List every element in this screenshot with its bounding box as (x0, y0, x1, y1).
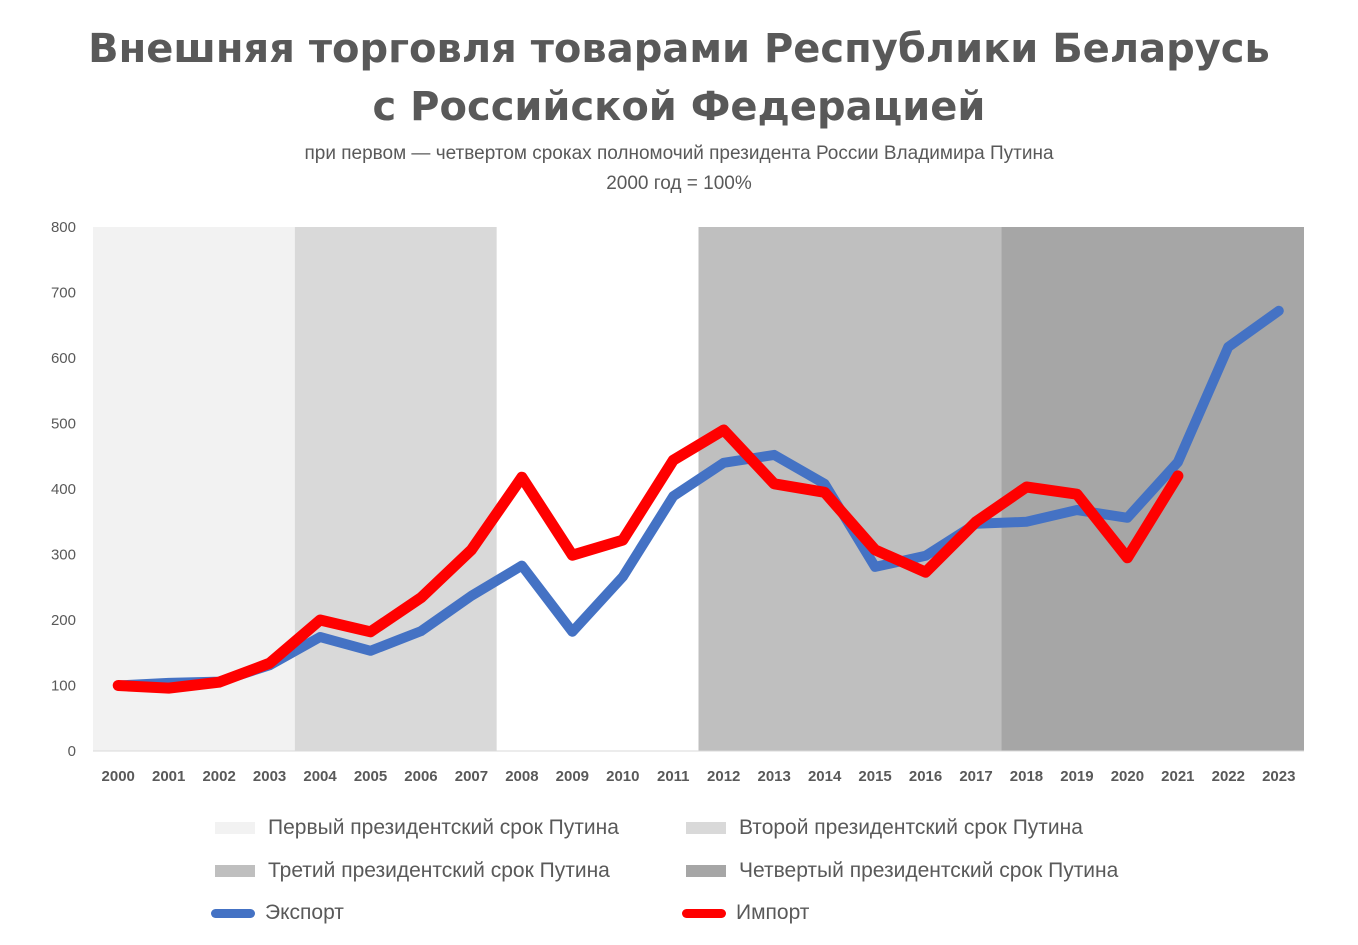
legend-label: Четвертый президентский срок Путина (739, 859, 1119, 882)
legend-swatch (682, 908, 726, 918)
legend-label: Импорт (736, 901, 810, 924)
x-tick-label: 2011 (657, 768, 690, 785)
x-tick-label: 2018 (1010, 768, 1043, 785)
term-band-1 (93, 227, 295, 751)
y-tick-label: 800 (51, 219, 76, 236)
x-tick-label: 2022 (1212, 768, 1245, 785)
y-tick-label: 200 (51, 612, 76, 629)
series-line-import (112, 424, 1184, 694)
x-tick-label: 2016 (909, 768, 942, 785)
legend-label: Второй президентский срок Путина (739, 816, 1083, 839)
legend-label: Третий президентский срок Путина (268, 859, 610, 882)
legend-swatch (686, 822, 726, 834)
legend-item-import: Импорт (682, 901, 809, 925)
chart-title-line-1: Внешняя торговля товарами Республики Бел… (88, 26, 1270, 72)
x-tick-label: 2008 (505, 768, 538, 785)
y-tick-label: 500 (51, 416, 76, 433)
y-tick-label: 0 (68, 743, 76, 760)
legend-swatch (215, 822, 255, 834)
legend-label: Экспорт (265, 901, 344, 924)
x-tick-label: 2007 (455, 768, 488, 785)
legend-label: Первый президентский срок Путина (268, 816, 619, 839)
chart-plot: 0 100 200 300 400 500 600 700 800 2000 2001 2002 200… (51, 219, 1304, 785)
legend-item-term3: Третий президентский срок Путина (215, 859, 610, 883)
x-tick-label: 2019 (1060, 768, 1093, 785)
x-tick-label: 2005 (354, 768, 387, 785)
chart-title-line-2: с Российской Федерацией (372, 84, 986, 130)
chart-subtitle-base: 2000 год = 100% (606, 173, 752, 194)
x-tick-label: 2017 (959, 768, 992, 785)
legend-swatch (211, 908, 255, 918)
legend-item-term4: Четвертый президентский срок Путина (686, 859, 1118, 883)
legend-swatch (215, 865, 255, 877)
legend-item-term1: Первый президентский срок Путина (215, 816, 619, 840)
x-tick-label: 2002 (202, 768, 235, 785)
x-tick-label: 2009 (556, 768, 589, 785)
y-tick-label: 400 (51, 481, 76, 498)
x-tick-label: 2014 (808, 768, 842, 785)
term-band-3 (698, 227, 1002, 751)
x-tick-label: 2001 (152, 768, 185, 785)
x-tick-label: 2013 (758, 768, 791, 785)
x-tick-label: 2015 (858, 768, 891, 785)
x-tick-label: 2021 (1161, 768, 1194, 785)
x-tick-label: 2023 (1262, 768, 1295, 785)
y-tick-label: 100 (51, 678, 76, 695)
x-tick-label: 2012 (707, 768, 740, 785)
legend-item-export: Экспорт (211, 901, 344, 925)
x-tick-label: 2006 (404, 768, 437, 785)
y-tick-label: 600 (51, 350, 76, 367)
y-tick-label: 300 (51, 547, 76, 564)
x-tick-label: 2020 (1111, 768, 1144, 785)
y-tick-label: 700 (51, 285, 76, 302)
legend-item-term2: Второй президентский срок Путина (686, 816, 1083, 840)
x-tick-label: 2004 (303, 768, 337, 785)
x-tick-label: 2003 (253, 768, 286, 785)
term-band-2 (294, 227, 497, 751)
x-tick-label: 2010 (606, 768, 639, 785)
legend-swatch (686, 865, 726, 877)
chart-subtitle: при первом — четвертом сроках полномочий… (304, 143, 1054, 164)
x-tick-label: 2000 (102, 768, 135, 785)
